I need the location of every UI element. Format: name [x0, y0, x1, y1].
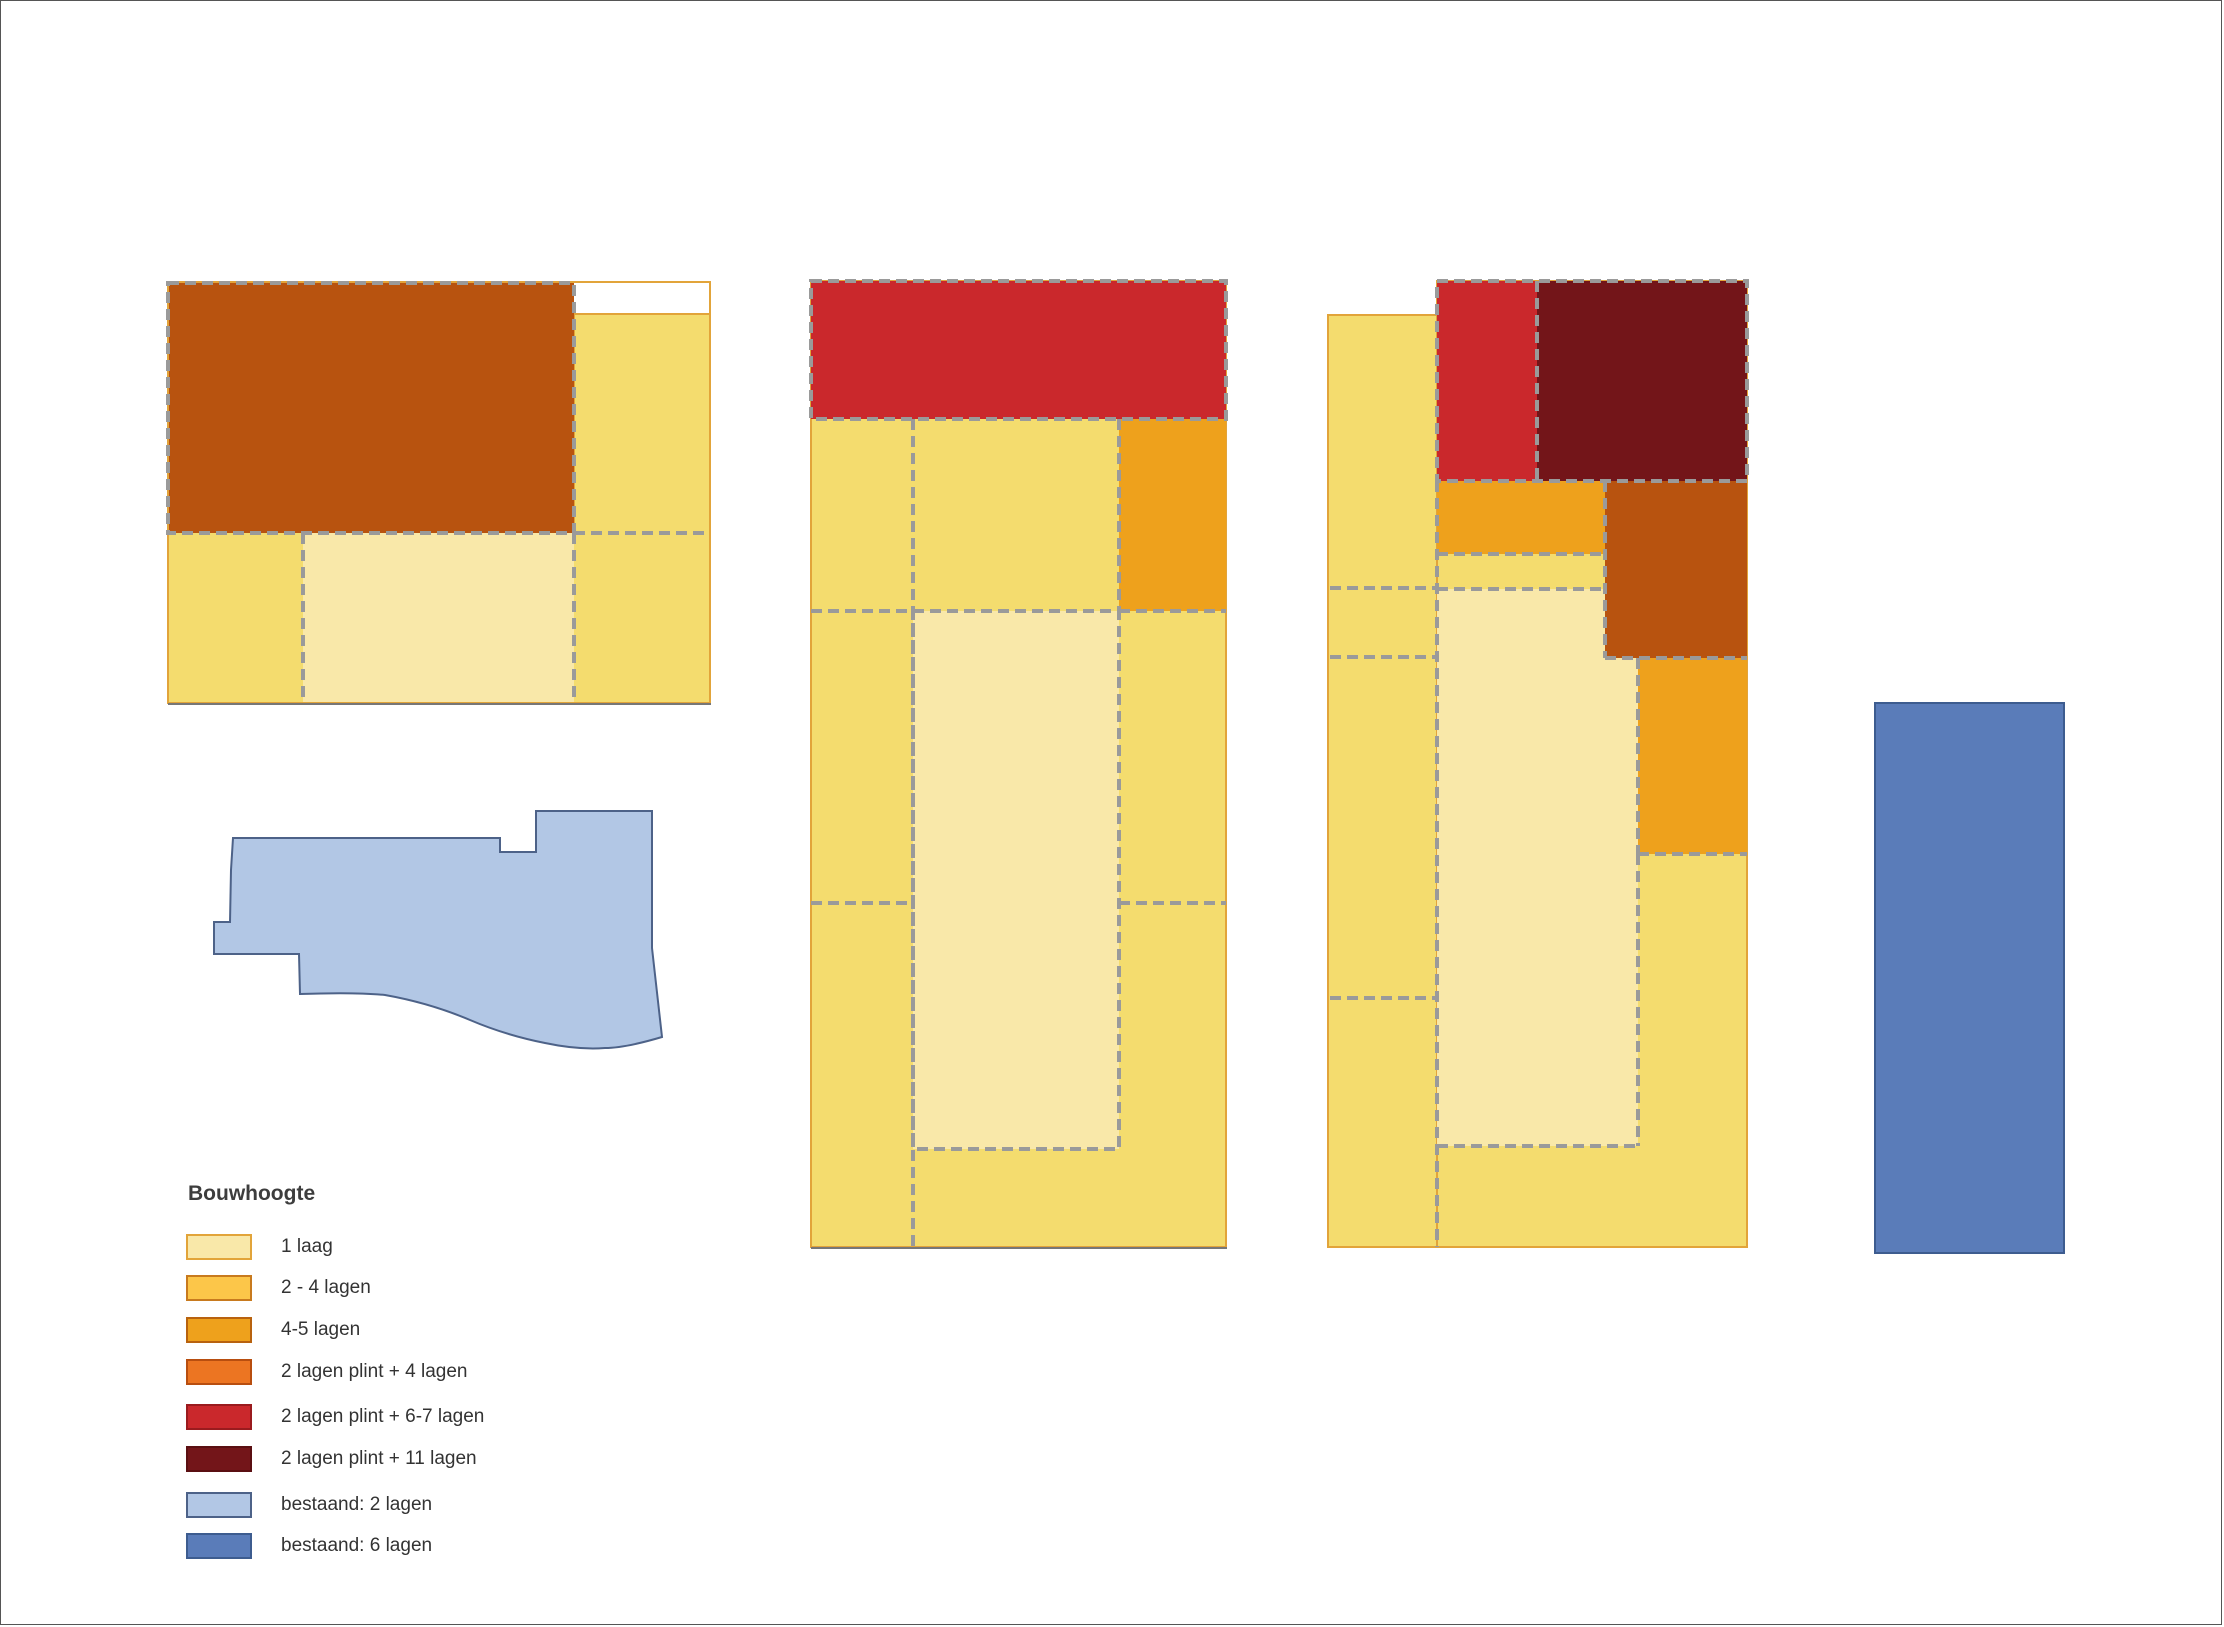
existing-building-2-lagen — [213, 810, 664, 1050]
block-c-orange-band — [1437, 481, 1605, 554]
existing-building-6-lagen — [1874, 702, 2065, 1254]
legend-label: bestaand: 2 lagen — [281, 1494, 433, 1515]
block-c-courtyard-notch — [1605, 589, 1638, 658]
legend-title: Bouwhoogte — [188, 1182, 316, 1205]
block-a-courtyard — [303, 533, 574, 703]
block-a-south-west — [168, 533, 303, 703]
block-a — [166, 281, 711, 705]
block-b-courtyard — [913, 611, 1119, 1149]
legend-item-1-laag: 1 laag — [186, 1234, 606, 1264]
legend-item-plint-11: 2 lagen plint + 11 lagen — [186, 1446, 606, 1476]
legend-swatch — [186, 1275, 252, 1301]
legend-swatch — [186, 1446, 252, 1472]
legend-item-plint-6-7: 2 lagen plint + 6-7 lagen — [186, 1404, 606, 1434]
block-c-courtyard — [1437, 589, 1638, 1146]
block-c-west-strip — [1327, 314, 1438, 1248]
block-c-dashes — [1330, 279, 1749, 1247]
block-c-red-tower — [1437, 281, 1537, 481]
legend-swatch — [186, 1533, 252, 1559]
legend-label: 2 lagen plint + 11 lagen — [281, 1448, 477, 1469]
block-a-tower — [168, 282, 574, 533]
legend-item-4-5-lagen: 4-5 lagen — [186, 1317, 606, 1347]
block-b-dashes — [809, 279, 1228, 1247]
legend-item-bestaand-2: bestaand: 2 lagen — [186, 1492, 606, 1522]
legend-swatch — [186, 1317, 252, 1343]
legend-swatch — [186, 1404, 252, 1430]
block-a-south-east — [574, 533, 710, 703]
legend-swatch — [186, 1359, 252, 1385]
block-c — [1327, 279, 1749, 1248]
block-a-dashes — [166, 281, 708, 703]
block-c-orange-east — [1638, 658, 1747, 854]
legend-label: bestaand: 6 lagen — [281, 1535, 433, 1556]
block-b-corner-4-5 — [1119, 419, 1226, 611]
legend-item-bestaand-6: bestaand: 6 lagen — [186, 1533, 606, 1563]
legend-label: 4-5 lagen — [281, 1319, 361, 1340]
legend-swatch — [186, 1492, 252, 1518]
legend-swatch — [186, 1234, 252, 1260]
legend-label: 2 lagen plint + 4 lagen — [281, 1361, 468, 1382]
block-b — [809, 279, 1228, 1249]
legend-label: 2 lagen plint + 6-7 lagen — [281, 1406, 485, 1427]
legend-label: 1 laag — [281, 1236, 333, 1257]
block-b-slab-north — [811, 281, 1226, 419]
legend-item-plint-4: 2 lagen plint + 4 lagen — [186, 1359, 606, 1389]
legend-item-2-4-lagen: 2 - 4 lagen — [186, 1275, 606, 1305]
block-c-dark-tower — [1537, 281, 1747, 481]
legend-label: 2 - 4 lagen — [281, 1277, 371, 1298]
